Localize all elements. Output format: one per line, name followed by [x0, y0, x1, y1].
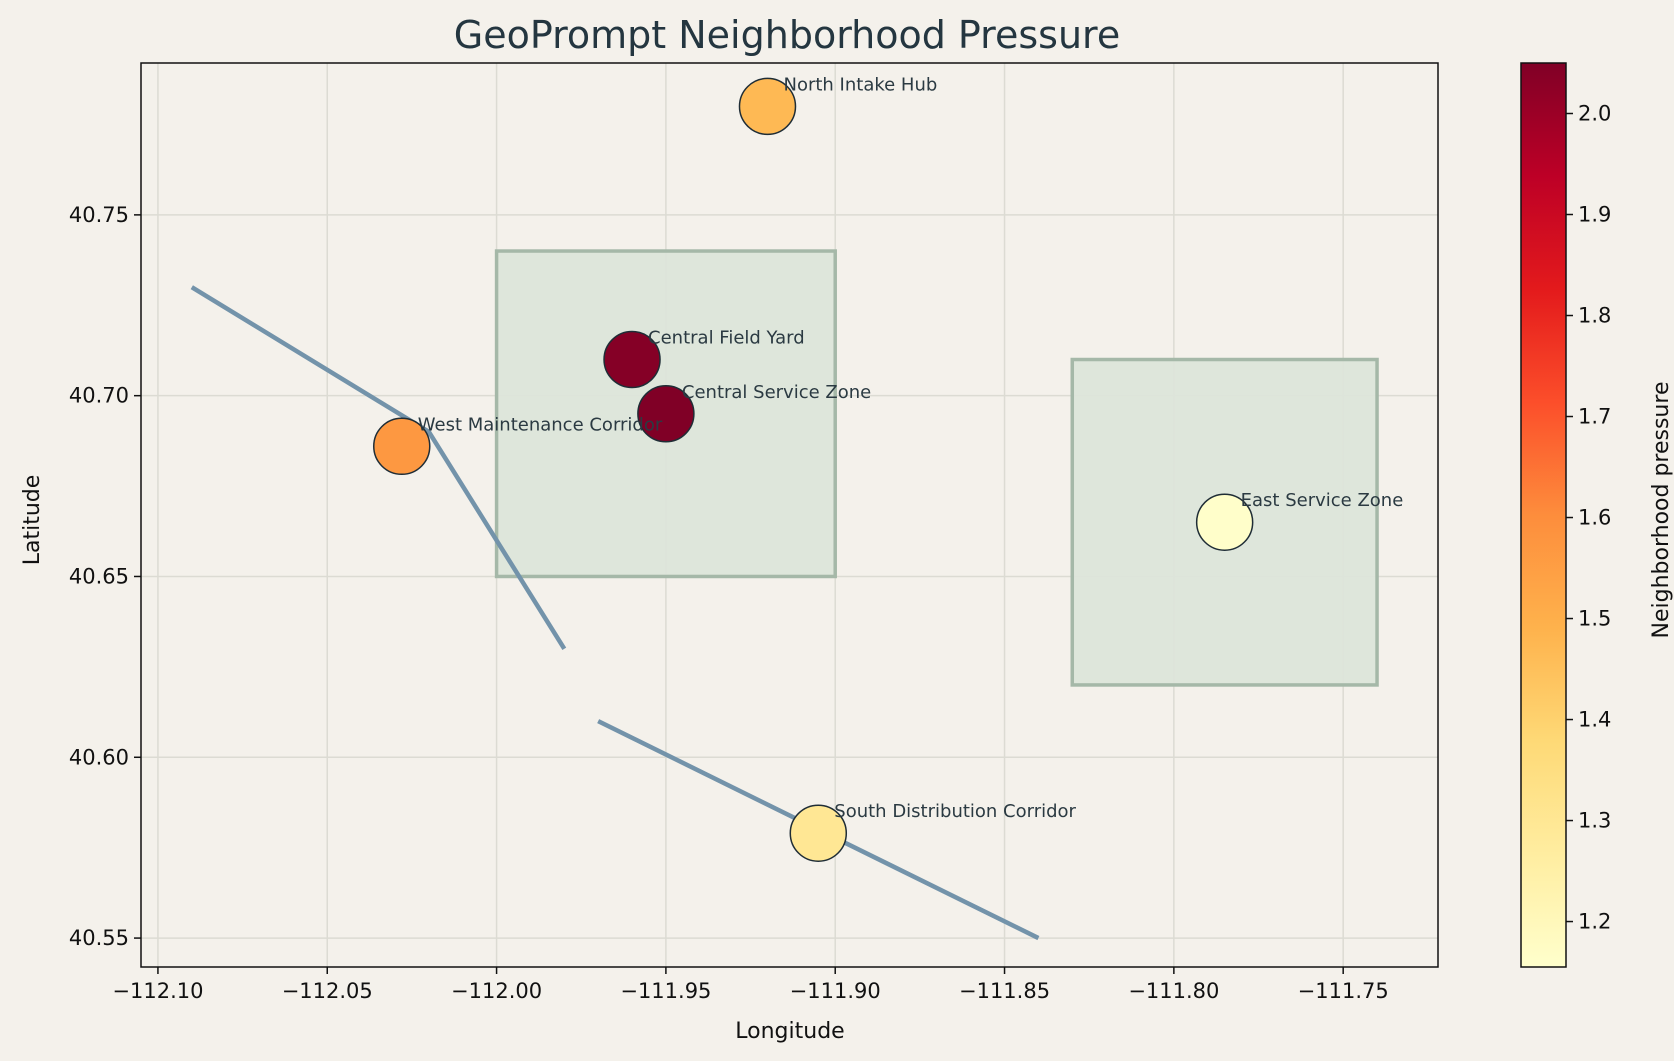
chart-title: GeoPrompt Neighborhood Pressure — [454, 13, 1120, 57]
x-tick-label: −111.90 — [790, 979, 881, 1003]
point-label: North Intake Hub — [783, 74, 937, 95]
point-label: Central Field Yard — [648, 328, 805, 349]
x-axis-label: Longitude — [735, 1019, 844, 1044]
x-tick-label: −112.10 — [112, 979, 203, 1003]
colorbar-tick-label: 1.4 — [1578, 708, 1611, 732]
colorbar-tick-label: 1.8 — [1578, 304, 1611, 328]
colorbar-tick-label: 2.0 — [1578, 102, 1611, 126]
colorbar-tick-label: 1.6 — [1578, 506, 1611, 530]
colorbar-tick-label: 1.9 — [1578, 203, 1611, 227]
colorbar-tick-label: 1.2 — [1578, 910, 1611, 934]
x-tick-label: −112.00 — [451, 979, 542, 1003]
data-point — [603, 330, 661, 389]
data-point — [789, 804, 848, 862]
y-axis-label: Latitude — [20, 475, 45, 566]
colorbar-scale — [1520, 62, 1567, 968]
data-point — [1195, 493, 1254, 551]
point-label: Central Service Zone — [682, 382, 871, 403]
x-tick-label: −111.75 — [1298, 979, 1389, 1003]
colorbar: 1.2 1.3 1.4 1.5 1.6 1.7 1.8 1.9 2.0 — [1520, 62, 1611, 968]
y-tick-label: 40.70 — [69, 384, 129, 408]
plot-frame — [140, 62, 1439, 968]
x-tick-label: −111.85 — [959, 979, 1050, 1003]
point-label: South Distribution Corridor — [834, 801, 1076, 822]
point-label: West Maintenance Corridor — [418, 414, 663, 435]
plot-area: North Intake Hub Central Field Yard Centra… — [69, 62, 1439, 1003]
data-point — [373, 417, 431, 476]
y-tick-label: 40.55 — [69, 926, 129, 950]
data-point — [738, 77, 797, 136]
y-tick-label: 40.60 — [69, 745, 129, 769]
colorbar-label: Neighborhood pressure — [1649, 382, 1674, 639]
x-tick-label: −111.80 — [1128, 979, 1219, 1003]
x-tick-label: −111.95 — [620, 979, 711, 1003]
colorbar-tick-label: 1.3 — [1578, 809, 1611, 833]
data-point — [637, 385, 695, 443]
colorbar-tick-label: 1.7 — [1578, 405, 1611, 429]
colorbar-tick-label: 1.5 — [1578, 607, 1611, 631]
corridor-line — [190, 285, 567, 650]
y-tick-label: 40.65 — [69, 564, 129, 588]
point-label: East Service Zone — [1241, 490, 1404, 511]
x-tick-label: −112.05 — [282, 979, 373, 1003]
y-tick-label: 40.75 — [69, 203, 129, 227]
